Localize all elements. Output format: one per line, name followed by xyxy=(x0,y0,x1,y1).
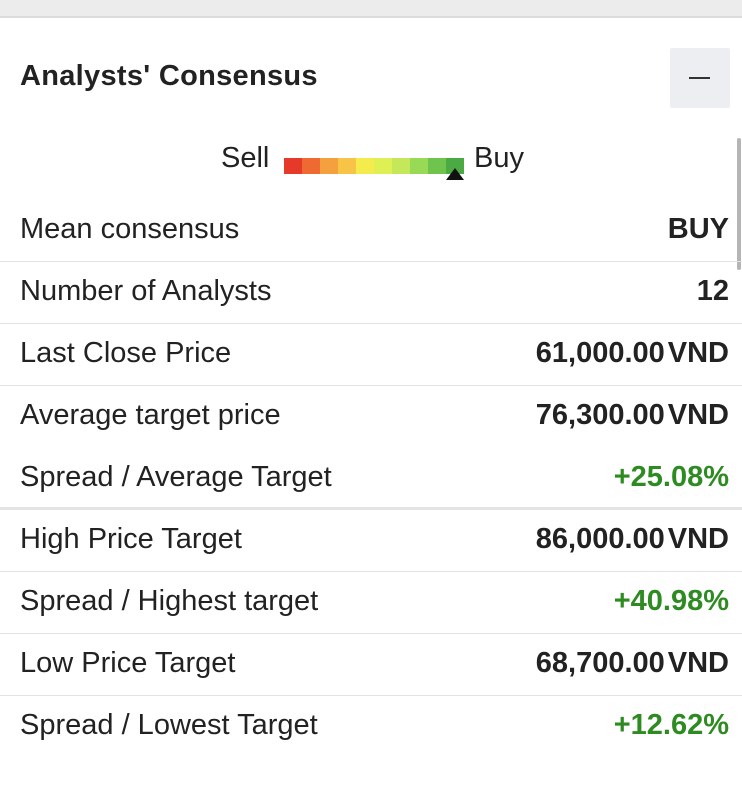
gauge-segment xyxy=(302,158,320,174)
buy-label: Buy xyxy=(474,142,524,174)
sell-label: Sell xyxy=(221,142,270,174)
row-low-price-target: Low Price Target 68,700.00 VND xyxy=(0,634,742,696)
row-label: Average target price xyxy=(20,399,281,431)
row-spread-highest-target: Spread / Highest target +40.98% xyxy=(0,572,742,634)
gauge-segment xyxy=(320,158,338,174)
currency-label: VND xyxy=(667,337,729,369)
gauge-marker-icon xyxy=(446,168,464,180)
row-label: High Price Target xyxy=(20,523,242,555)
row-spread-lowest-target: Spread / Lowest Target +12.62% xyxy=(0,696,742,758)
minus-icon xyxy=(689,77,710,79)
row-label: Number of Analysts xyxy=(20,275,272,307)
currency-label: VND xyxy=(667,647,729,679)
consensus-table: Mean consensus BUY Number of Analysts 12… xyxy=(0,200,742,758)
row-mean-consensus: Mean consensus BUY xyxy=(0,200,742,262)
gauge-segment xyxy=(284,158,302,174)
gauge-segment xyxy=(392,158,410,174)
row-label: Spread / Highest target xyxy=(20,585,319,617)
row-label: Spread / Average Target xyxy=(20,461,332,493)
row-high-price-target: High Price Target 86,000.00 VND xyxy=(0,510,742,572)
row-average-target-price: Average target price 76,300.00 VND xyxy=(0,386,742,448)
currency-label: VND xyxy=(667,399,729,431)
row-label: Spread / Lowest Target xyxy=(20,709,318,741)
collapse-button[interactable] xyxy=(670,48,730,108)
row-value-positive: +25.08% xyxy=(613,461,729,493)
gauge-bar xyxy=(284,158,464,174)
row-value: 12 xyxy=(696,275,729,307)
row-value: 76,300.00 VND xyxy=(535,399,729,431)
gauge-segment xyxy=(428,158,446,174)
row-value-positive: +12.62% xyxy=(613,709,729,741)
gauge-segment xyxy=(374,158,392,174)
row-value-positive: +40.98% xyxy=(613,585,729,617)
panel-title: Analysts' Consensus xyxy=(20,60,318,92)
row-label: Low Price Target xyxy=(20,647,236,679)
row-last-close-price: Last Close Price 61,000.00 VND xyxy=(0,324,742,386)
row-spread-average-target: Spread / Average Target +25.08% xyxy=(0,448,742,510)
row-label: Last Close Price xyxy=(20,337,232,369)
row-label: Mean consensus xyxy=(20,213,240,245)
row-value: 68,700.00 VND xyxy=(535,647,729,679)
gauge-segment xyxy=(356,158,374,174)
row-value: BUY xyxy=(667,213,729,245)
row-value: 61,000.00 VND xyxy=(535,337,729,369)
currency-label: VND xyxy=(667,523,729,555)
consensus-gauge: Sell Buy xyxy=(0,140,742,184)
gauge-segment xyxy=(338,158,356,174)
analysts-consensus-panel: Analysts' Consensus xyxy=(0,16,742,792)
scrollbar[interactable] xyxy=(737,138,741,270)
row-number-of-analysts: Number of Analysts 12 xyxy=(0,262,742,324)
gauge-segment xyxy=(410,158,428,174)
row-value: 86,000.00 VND xyxy=(535,523,729,555)
